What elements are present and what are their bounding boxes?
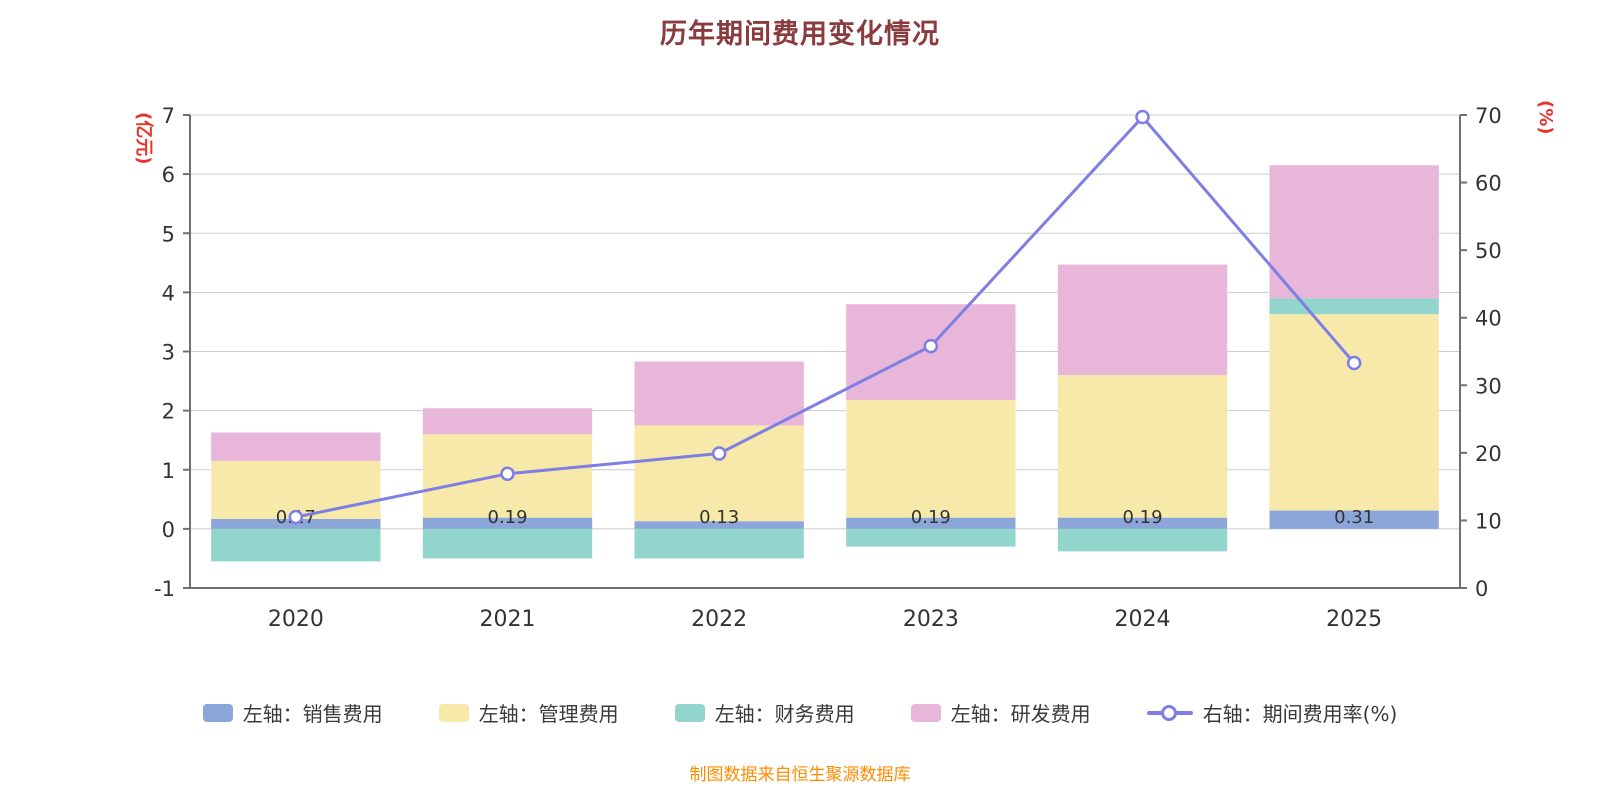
bar-value-label: 0.13 [699,507,739,528]
right-axis-tick-label: 70 [1475,104,1502,128]
left-axis-tick-label: 3 [162,341,175,365]
x-axis-category-label: 2023 [903,607,959,632]
legend-swatch [438,703,469,722]
left-axis-unit-label: (亿元) [133,112,155,164]
x-axis-category-label: 2021 [480,607,536,632]
line-point-marker [1346,355,1362,371]
bar-segment [211,432,381,461]
bar-segment [1269,314,1439,511]
bar-value-label: 0.19 [1122,507,1162,528]
legend-label: 左轴：研发费用 [950,702,1091,726]
line-point-marker [288,509,304,525]
legend-item[interactable]: 左轴：财务费用 [674,698,855,727]
legend: 左轴：销售费用 左轴：管理费用 左轴：财务费用 左轴：研发费用 右轴：期间费用率(%) [0,698,1600,727]
right-axis-tick-label: 60 [1475,172,1502,196]
left-axis-tick-label: 1 [162,459,175,483]
data-source-note: 制图数据来自恒生聚源数据库 [689,765,911,785]
bar-segment [1057,264,1228,376]
x-axis-category-label: 2024 [1115,607,1171,632]
legend-item[interactable]: 右轴：期间费用率(%) [1146,698,1398,727]
left-axis-tick-label: 2 [162,400,175,424]
bar-value-label: 0.19 [487,507,527,528]
line-point-marker [711,446,727,461]
line-point-marker [923,338,939,354]
x-axis-category-label: 2020 [268,607,324,632]
bar-segment [1057,517,1228,529]
left-axis-tick-label: -1 [154,577,175,601]
x-axis-category-label: 2022 [691,607,747,632]
line-point-marker [500,466,515,482]
legend-label: 左轴：财务费用 [714,702,855,726]
legend-label: 左轴：销售费用 [242,702,383,726]
bar-segment [1269,298,1439,315]
bar-segment [211,460,381,519]
right-axis-tick-label: 30 [1475,374,1502,398]
bar-segment [1057,528,1228,552]
right-axis-tick-label: 50 [1475,239,1502,263]
bar-segment [634,528,804,559]
bar-value-label: 0.19 [911,507,951,528]
bar-segment [422,517,593,529]
left-axis-tick-label: 5 [162,222,175,246]
bar-segment [846,528,1016,547]
expense-ratio-line [295,115,1356,519]
chart-title: 历年期间费用变化情况 [660,19,940,50]
bar-segment [1269,510,1439,529]
legend-swatch [202,703,233,722]
bar-segment [846,517,1016,529]
bar-segment [1269,165,1439,299]
left-axis-tick-label: 7 [162,104,175,128]
legend-label: 左轴：管理费用 [478,702,619,726]
legend-swatch [910,703,941,722]
x-axis-category-label: 2025 [1326,607,1382,632]
legend-line-marker [1146,704,1193,721]
line-point-marker [1135,109,1150,125]
bar-segment [211,528,381,562]
right-axis-unit-label: (%) [1535,100,1556,135]
bar-segment [422,528,593,559]
left-axis-tick-label: 0 [162,518,175,542]
bar-value-label: 0.31 [1334,507,1374,528]
bar-segment [422,408,593,435]
bar-segment [634,425,804,522]
bar-segment [634,521,804,529]
right-axis-tick-label: 10 [1475,509,1502,533]
left-axis-tick-label: 4 [162,281,175,305]
legend-item[interactable]: 左轴：研发费用 [910,698,1091,727]
legend-item[interactable]: 左轴：管理费用 [438,698,619,727]
legend-label: 右轴：期间费用率(%) [1202,702,1398,726]
left-axis-tick-label: 6 [162,163,175,187]
right-axis-tick-label: 0 [1475,577,1488,601]
right-axis-tick-label: 40 [1475,307,1502,331]
right-axis-tick-label: 20 [1475,442,1502,466]
bar-segment [846,399,1016,518]
bar-segment [634,361,804,426]
legend-item[interactable]: 左轴：销售费用 [202,698,383,727]
legend-swatch [674,703,705,722]
bar-segment [1057,375,1228,518]
